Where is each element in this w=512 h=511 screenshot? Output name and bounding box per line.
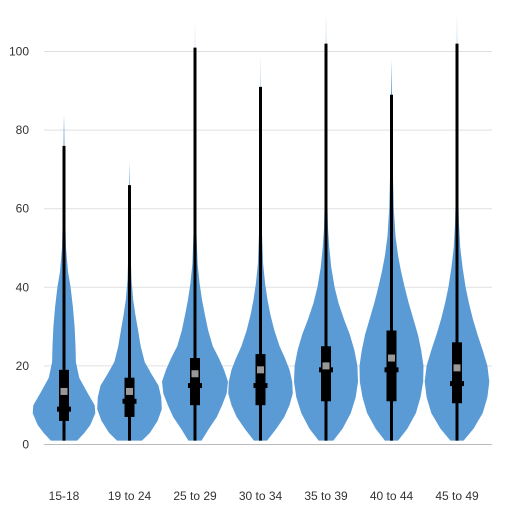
violin-median xyxy=(188,383,202,389)
violin-median xyxy=(319,367,333,373)
violin-median xyxy=(384,367,399,373)
violin-group xyxy=(424,12,490,441)
y-axis-ticks: 0 20 40 60 80 100 xyxy=(9,45,29,452)
violin-iqr-box xyxy=(386,330,397,402)
x-tick-label: 30 to 34 xyxy=(239,489,283,503)
x-tick-label: 15-18 xyxy=(49,489,80,503)
x-axis-ticks: 15-18 19 to 24 25 to 29 30 to 34 35 to 39 40 … xyxy=(49,489,479,503)
violin-iqr-box xyxy=(124,377,135,417)
y-tick-label: 40 xyxy=(16,280,30,294)
violin-iqr-box xyxy=(190,358,200,406)
violin-mean xyxy=(191,370,199,378)
violin-group xyxy=(97,161,162,441)
y-tick-label: 100 xyxy=(9,45,29,59)
violins xyxy=(32,12,490,441)
violin-group xyxy=(294,12,358,441)
violin-mean xyxy=(126,387,133,395)
violin-mean xyxy=(257,366,264,374)
y-tick-label: 20 xyxy=(16,359,30,373)
violin-iqr-box xyxy=(452,342,462,404)
x-tick-label: 25 to 29 xyxy=(173,489,217,503)
violin-group xyxy=(162,20,228,441)
x-tick-label: 19 to 24 xyxy=(108,489,152,503)
violin-group xyxy=(32,114,96,441)
x-tick-label: 40 to 44 xyxy=(370,489,414,503)
y-tick-label: 80 xyxy=(16,123,30,137)
violin-mean xyxy=(60,387,68,395)
x-tick-label: 45 to 49 xyxy=(435,489,479,503)
violin-group xyxy=(359,59,424,441)
violin-median xyxy=(57,406,71,412)
violin-median xyxy=(253,383,268,389)
violin-median xyxy=(450,381,464,387)
violin-iqr-box xyxy=(255,354,266,406)
violin-group xyxy=(228,55,293,441)
violin-mean xyxy=(453,364,461,372)
y-tick-label: 0 xyxy=(22,438,29,452)
x-tick-label: 35 to 39 xyxy=(304,489,348,503)
violin-median xyxy=(122,398,137,404)
violin-mean xyxy=(322,362,330,370)
violin-mean xyxy=(388,354,395,362)
violin-iqr-box xyxy=(59,369,69,421)
y-tick-label: 60 xyxy=(16,202,30,216)
violin-iqr-box xyxy=(321,346,331,402)
